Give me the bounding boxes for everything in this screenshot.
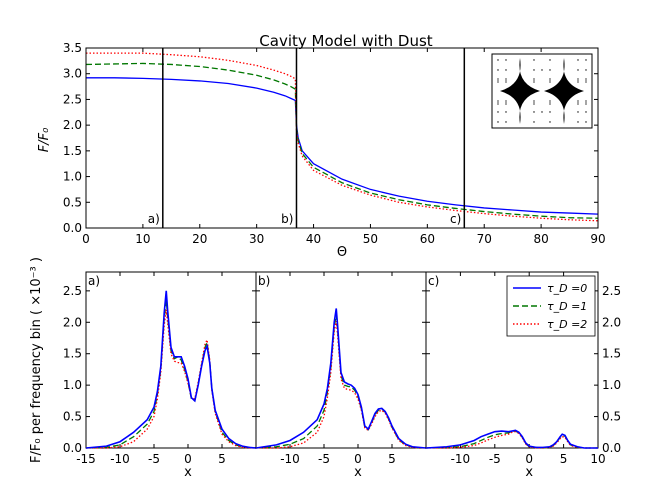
bottom-left-y-tick-label: 1.5	[63, 347, 82, 361]
bottom-left-y-tick-label: 0.5	[63, 410, 82, 424]
bottom-x-tick-label: 0	[184, 452, 192, 466]
bottom-x-tick-label: 5	[388, 452, 396, 466]
bottom-x-tick-label: -10	[280, 452, 300, 466]
top-panel-marker-label: c)	[450, 212, 461, 226]
top-y-tick-label: 2.5	[63, 92, 82, 106]
bottom-series-line	[425, 429, 598, 449]
top-x-tick-label: 0	[82, 232, 90, 246]
top-x-tick-label: 60	[420, 232, 435, 246]
top-x-tick-label: 50	[363, 232, 378, 246]
top-y-tick-label: 1.0	[63, 170, 82, 184]
bottom-x-tick-label: 10	[590, 452, 605, 466]
bottom-y-axis-label: F/F₀ per frequency bin ( ×10⁻³ )	[29, 257, 44, 463]
legend: τ_D =0 τ_D =1 τ_D =2	[506, 275, 596, 337]
bottom-left-y-tick-label: 2.0	[63, 315, 82, 329]
top-y-tick-label: 1.5	[63, 144, 82, 158]
bottom-right-y-tick-label: 2.0	[602, 315, 621, 329]
top-y-tick-label: 3.5	[63, 41, 82, 55]
top-plot-area: 0 10 20 30 40 50 60 70 80 90 0.0 0.5 1.0 1.5 2.0 2.5 3.0…	[63, 41, 606, 246]
bottom-x-tick-label: 0	[354, 452, 362, 466]
bottom-x-tick-label: 5	[560, 452, 568, 466]
bottom-x-tick-label: -5	[318, 452, 330, 466]
top-y-axis-label: F/F₀	[37, 127, 52, 152]
bottom-plot-area: -15 -10 -5 0 5 x a) -10 -5 0 5 x b) -10 -5 0 5 10 x c) 0.0 0.…	[63, 271, 621, 480]
bottom-series-line	[255, 308, 427, 449]
bottom-panel-label: a)	[88, 274, 100, 288]
bottom-left-y-tick-label: 2.5	[63, 284, 82, 298]
bottom-right-y-tick-label: 0.5	[602, 410, 621, 424]
top-x-tick-label: 40	[306, 232, 321, 246]
top-x-tick-label: 10	[135, 232, 150, 246]
bottom-right-y-tick-label: 1.0	[602, 378, 621, 392]
top-y-tick-label: 0.5	[63, 195, 82, 209]
cavity-diamond-inset-icon	[491, 53, 593, 129]
top-x-axis-label: Θ	[337, 245, 347, 260]
legend-label: τ_D =2	[547, 318, 587, 331]
top-x-tick-label: 80	[533, 232, 548, 246]
top-x-tick-label: 20	[192, 232, 207, 246]
top-x-tick-label: 90	[590, 232, 605, 246]
top-y-tick-label: 2.0	[63, 118, 82, 132]
top-y-tick-label: 0.0	[63, 221, 82, 235]
bottom-series-line	[85, 290, 257, 449]
chart-title: Cavity Model with Dust	[259, 32, 433, 50]
bottom-series-line	[85, 300, 257, 449]
bottom-right-y-tick-label: 0.0	[602, 441, 621, 455]
bottom-chart: -15 -10 -5 0 5 x a) -10 -5 0 5 x b) -10 -5 0 5 10 x c) 0.0 0.…	[29, 257, 621, 480]
legend-label: τ_D =0	[547, 282, 587, 295]
legend-box	[506, 275, 596, 337]
bottom-x-axis-label: x	[354, 465, 362, 480]
bottom-x-tick-label: -15	[76, 452, 96, 466]
bottom-x-axis-label: x	[525, 465, 533, 480]
bottom-x-tick-label: -5	[148, 452, 160, 466]
bottom-panel-frame	[255, 271, 427, 449]
bottom-x-tick-label: 5	[218, 452, 226, 466]
bottom-left-y-tick-label: 1.0	[63, 378, 82, 392]
bottom-series-line	[256, 320, 426, 449]
bottom-series-line	[86, 309, 256, 449]
top-x-tick-label: 30	[249, 232, 264, 246]
top-series-line	[86, 52, 599, 222]
bottom-left-y-tick-label: 0.0	[63, 441, 82, 455]
bottom-x-tick-label: 0	[525, 452, 533, 466]
bottom-panel-frame	[85, 271, 257, 449]
top-chart: Cavity Model with Dust 0 10 20 30 40 50 60 70 80…	[37, 32, 606, 260]
bottom-right-y-tick-label: 2.5	[602, 284, 621, 298]
top-x-tick-label: 70	[477, 232, 492, 246]
bottom-panel-label: b)	[258, 274, 270, 288]
top-panel-marker-label: b)	[281, 212, 293, 226]
bottom-series-line	[255, 314, 426, 449]
bottom-x-tick-label: -10	[451, 452, 471, 466]
bottom-panel-frame	[425, 271, 599, 449]
top-axes-frame	[85, 47, 599, 229]
bottom-x-tick-label: -5	[489, 452, 501, 466]
bottom-right-y-tick-label: 1.5	[602, 347, 621, 361]
top-y-tick-label: 3.0	[63, 67, 82, 81]
bottom-x-axis-label: x	[184, 465, 192, 480]
bottom-x-tick-label: -10	[110, 452, 130, 466]
legend-label: τ_D =1	[547, 300, 587, 313]
bottom-panel-label: c)	[428, 274, 439, 288]
top-panel-marker-label: a)	[148, 212, 160, 226]
